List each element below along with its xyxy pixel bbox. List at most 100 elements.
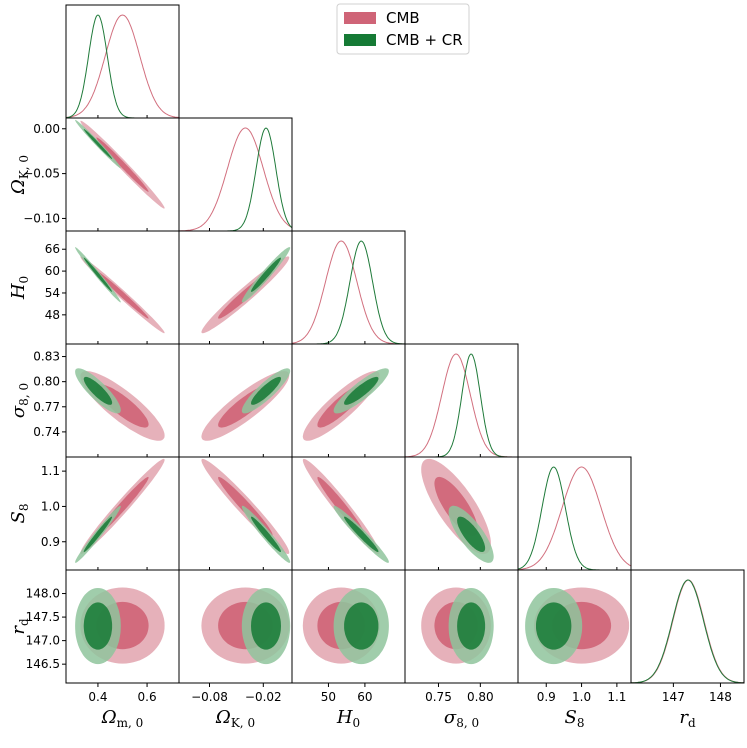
panel-h-rd: 50 60 bbox=[291, 569, 406, 704]
panel-frame bbox=[65, 117, 180, 232]
axis-label-s8z: σ8, 0 bbox=[444, 707, 479, 730]
x-tick-label: 147 bbox=[662, 690, 685, 704]
x-tick-label: 1.1 bbox=[607, 690, 626, 704]
axis-label-rd: rd bbox=[8, 618, 31, 635]
y-tick-label: 0.83 bbox=[33, 350, 60, 364]
y-tick-label: 147.0 bbox=[26, 634, 60, 648]
contour-inner-m-k-cr bbox=[83, 129, 113, 159]
y-tick-label: 66 bbox=[45, 242, 60, 256]
panel-S8-S8 bbox=[517, 456, 632, 571]
marginal-rd-cmb bbox=[631, 579, 744, 683]
marginal-k-cr bbox=[179, 127, 292, 231]
marginal-S8-cmb bbox=[518, 466, 631, 570]
panel-m-m bbox=[65, 4, 180, 119]
x-tick-label: 60 bbox=[357, 690, 372, 704]
contour-inner-m-k-cmb bbox=[96, 137, 149, 192]
panel-s8z-s8z bbox=[404, 343, 519, 458]
contour-inner-h-S8-cr bbox=[344, 516, 379, 552]
marginal-h-cmb bbox=[292, 240, 405, 344]
x-tick-label: −0.08 bbox=[191, 690, 228, 704]
x-tick-label: 0.75 bbox=[425, 690, 452, 704]
x-tick-label: −0.02 bbox=[245, 690, 282, 704]
legend: CMB CMB + CR bbox=[336, 3, 470, 55]
contour-inner-m-h-cr bbox=[83, 257, 113, 292]
y-tick-label: 48 bbox=[45, 308, 60, 322]
marginal-k-cmb bbox=[179, 127, 292, 231]
contour-inner-k-h-cr bbox=[251, 257, 281, 292]
axis-label-S8: S8 bbox=[8, 504, 31, 524]
axis-label-m: Ωm, 0 bbox=[101, 707, 144, 730]
y-tick-label: 148.0 bbox=[26, 587, 60, 601]
contour-inner-m-rd-cr bbox=[83, 602, 113, 650]
panel-rd-rd: 147 148 bbox=[630, 569, 745, 704]
contour-inner-m-h-cmb bbox=[96, 271, 149, 319]
panel-m-k: 0.00 −0.05 −0.10 bbox=[23, 117, 180, 232]
y-tick-label: −0.05 bbox=[23, 167, 60, 181]
y-tick-label: 0.9 bbox=[41, 535, 60, 549]
panel-frame bbox=[178, 456, 293, 571]
y-tick-label: 0.74 bbox=[33, 425, 60, 439]
contour-inner-S8-rd-cr bbox=[536, 602, 572, 650]
contour-inner-h-rd-cr bbox=[344, 602, 379, 650]
marginal-m-cmb bbox=[66, 14, 179, 118]
panel-k-S8 bbox=[178, 456, 293, 571]
panel-m-S8: 0.9 1.0 1.1 bbox=[41, 456, 180, 571]
marginal-rd-cr bbox=[631, 579, 744, 683]
axis-label-s8z: σ8, 0 bbox=[8, 383, 31, 418]
panel-k-k bbox=[178, 117, 293, 232]
contour-inner-k-S8-cr bbox=[251, 516, 281, 552]
x-tick-label: 0.80 bbox=[467, 690, 494, 704]
y-tick-label: 54 bbox=[45, 286, 60, 300]
legend-label-cr: CMB + CR bbox=[386, 31, 463, 49]
axis-label-rd: rd bbox=[679, 707, 696, 730]
panel-h-S8 bbox=[291, 456, 406, 571]
panel-k-s8z bbox=[178, 343, 293, 458]
panel-frame bbox=[65, 230, 180, 345]
y-tick-label: 146.5 bbox=[26, 657, 60, 671]
marginal-s8z-cmb bbox=[405, 353, 518, 457]
panel-h-s8z bbox=[291, 343, 406, 458]
contour-inner-s8z-S8-cr bbox=[457, 516, 486, 552]
marginal-S8-cr bbox=[518, 466, 631, 570]
panel-k-h bbox=[178, 230, 293, 345]
panel-frame bbox=[178, 117, 293, 232]
panel-h-h bbox=[291, 230, 406, 345]
panel-s8z-rd: 0.75 0.80 bbox=[404, 569, 519, 704]
marginal-m-cr bbox=[66, 14, 179, 118]
contour-inner-h-s8z-cr bbox=[344, 376, 379, 405]
y-tick-label: −0.10 bbox=[23, 211, 60, 225]
contour-inner-k-s8z-cr bbox=[251, 376, 281, 405]
y-tick-label: 0.00 bbox=[33, 122, 60, 136]
panel-frame bbox=[178, 230, 293, 345]
y-tick-label: 0.80 bbox=[33, 375, 60, 389]
y-tick-label: 147.5 bbox=[26, 610, 60, 624]
axis-label-k: ΩK, 0 bbox=[8, 155, 31, 195]
panel-S8-rd: 0.9 1.0 1.1 bbox=[517, 569, 632, 704]
contour-inner-k-rd-cr bbox=[251, 602, 281, 650]
panel-s8z-S8 bbox=[404, 456, 519, 571]
axis-label-h: H0 bbox=[8, 276, 31, 300]
contour-inner-s8z-rd-cr bbox=[457, 602, 486, 650]
legend-swatch-cr bbox=[344, 34, 376, 46]
legend-label-cmb: CMB bbox=[386, 9, 420, 27]
x-tick-label: 0.6 bbox=[138, 690, 157, 704]
y-tick-label: 60 bbox=[45, 264, 60, 278]
y-tick-label: 1.1 bbox=[41, 464, 60, 478]
axis-label-k: ΩK, 0 bbox=[215, 707, 255, 730]
panel-frame bbox=[65, 4, 180, 119]
contour-inner-m-s8z-cr bbox=[83, 376, 113, 405]
legend-swatch-cmb bbox=[344, 12, 376, 24]
x-tick-label: 50 bbox=[321, 690, 336, 704]
contour-inner-m-S8-cr bbox=[83, 516, 113, 552]
x-tick-label: 0.9 bbox=[537, 690, 556, 704]
panel-frame bbox=[630, 569, 745, 684]
marginal-s8z-cr bbox=[405, 353, 518, 457]
y-tick-label: 0.77 bbox=[33, 400, 60, 414]
axis-label-S8: S8 bbox=[565, 707, 585, 730]
y-tick-label: 1.0 bbox=[41, 499, 60, 513]
panel-k-rd: −0.08 −0.02 bbox=[178, 569, 293, 704]
marginal-h-cr bbox=[292, 240, 405, 344]
x-tick-label: 0.4 bbox=[88, 690, 107, 704]
axis-label-h: H0 bbox=[336, 707, 360, 730]
